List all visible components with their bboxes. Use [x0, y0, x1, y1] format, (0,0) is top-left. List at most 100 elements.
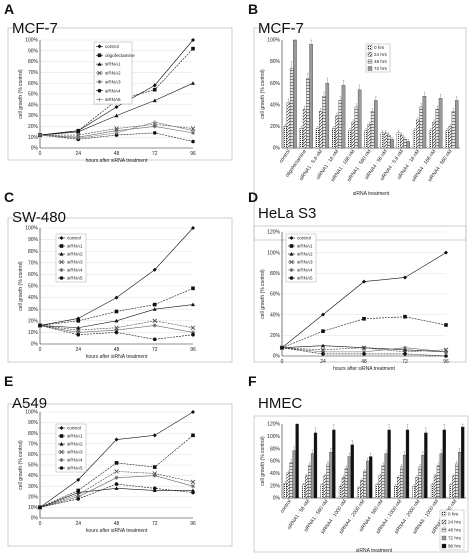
data-point — [403, 314, 407, 319]
y-tick-label: 20% — [270, 124, 281, 130]
bar — [435, 108, 440, 149]
legend-label: siRNA2 — [297, 252, 313, 257]
bar — [366, 460, 370, 499]
legend-label: siRNA3 — [67, 450, 83, 455]
legend-marker — [59, 268, 64, 272]
data-point — [191, 410, 195, 414]
y-tick-label: 90% — [28, 420, 39, 426]
y-tick-label: 20% — [270, 483, 281, 489]
legend-marker — [97, 62, 102, 66]
data-point — [114, 126, 119, 131]
data-point — [403, 275, 407, 280]
panel-e: E A549 0% 10% 20% 30% 40% 50% 60% 70% 80% 90% 100% ce… — [4, 373, 233, 547]
y-tick-label: 10% — [28, 505, 39, 511]
bar — [313, 432, 318, 499]
data-point — [191, 302, 195, 307]
bar — [458, 451, 462, 499]
legend-marker — [59, 426, 64, 430]
x-tick-label: 72 — [402, 359, 408, 365]
bar — [323, 475, 327, 499]
panel-c: C SW-480 0% 10% 20% 30% 40% 50% 60% 70% 80% 90% 100%… — [4, 189, 233, 363]
bar — [367, 124, 372, 149]
y-tick-label: 40% — [28, 102, 39, 108]
data-point — [114, 328, 119, 333]
bar — [292, 450, 296, 499]
x-tick-label: 0 — [281, 359, 284, 365]
y-tick-label: 80% — [28, 59, 39, 65]
bar — [289, 67, 294, 149]
data-point — [191, 46, 195, 51]
data-point — [443, 347, 449, 353]
data-point — [114, 461, 119, 465]
bar — [374, 100, 378, 149]
bar — [387, 429, 391, 499]
y-tick-label: 80% — [28, 249, 39, 255]
bar — [320, 484, 324, 499]
bar — [360, 480, 364, 499]
data-point — [191, 139, 195, 144]
bar — [357, 89, 362, 149]
bar — [454, 100, 459, 149]
legend-label: siRNA5 — [297, 276, 313, 281]
legend-swatch — [441, 543, 447, 549]
bar — [357, 487, 361, 499]
bar — [299, 128, 304, 149]
y-axis-label: cell growth (% control) — [260, 436, 266, 486]
data-point — [152, 302, 157, 307]
x-tick-label: 96 — [443, 359, 449, 365]
x-tick-label: 24 — [75, 347, 81, 353]
bar — [341, 85, 346, 149]
legend-label: siRNA4 — [67, 458, 83, 463]
panel-letter: A — [4, 1, 14, 17]
legend-marker — [289, 244, 294, 248]
legend-marker — [59, 458, 64, 462]
data-point — [191, 433, 195, 438]
legend: control oligofectamine siRNA1 siRNA2 siRNA3 s… — [93, 41, 135, 105]
legend-label: 24 hrs — [374, 52, 387, 57]
bar — [418, 466, 422, 499]
bar — [363, 471, 367, 499]
data-point — [362, 352, 366, 356]
data-point — [152, 98, 157, 103]
x-tick-label: 24 — [320, 359, 326, 365]
bar — [286, 472, 290, 499]
data-point — [191, 130, 195, 135]
x-tick-label: 96 — [190, 151, 196, 157]
bar — [309, 44, 313, 149]
bar — [438, 98, 443, 149]
y-tick-label: 80% — [28, 431, 39, 437]
y-tick-label: 10% — [28, 135, 39, 141]
y-tick-label: 40% — [28, 295, 39, 301]
panel-title: MCF-7 — [12, 20, 58, 37]
legend-swatch — [367, 52, 373, 57]
chart-frame — [253, 415, 469, 553]
x-tick-label: 72 — [152, 151, 158, 157]
x-axis-label: hours after siRNA treatment — [86, 528, 148, 534]
y-tick-label: 10% — [28, 330, 39, 336]
legend-label: siRNA4 — [67, 268, 83, 273]
x-axis-label: hours after siRNA treatment — [86, 158, 148, 164]
bar — [370, 111, 375, 149]
legend-marker — [59, 449, 64, 455]
data-point — [321, 349, 325, 354]
data-point — [321, 352, 325, 356]
data-point — [114, 104, 119, 109]
data-point — [76, 332, 81, 337]
series-line — [40, 123, 194, 136]
legend-label: siRNA2 — [105, 71, 121, 76]
data-point — [190, 126, 196, 131]
x-axis-label: hours after siRNA treatment — [86, 354, 148, 360]
data-point — [191, 38, 195, 42]
data-point — [38, 133, 42, 138]
data-point — [361, 345, 367, 351]
legend-label: siRNA5 — [105, 97, 121, 102]
x-axis-label: hours after siRNA treatment — [333, 366, 395, 372]
bar — [397, 477, 401, 499]
y-tick-label: 20% — [28, 318, 39, 324]
series-72 hrs — [293, 39, 459, 149]
legend-label: 96 hrs — [448, 544, 461, 549]
y-tick-label: 30% — [28, 113, 39, 119]
legend-label: control — [67, 236, 81, 241]
data-point — [76, 319, 81, 323]
data-point — [444, 250, 448, 255]
